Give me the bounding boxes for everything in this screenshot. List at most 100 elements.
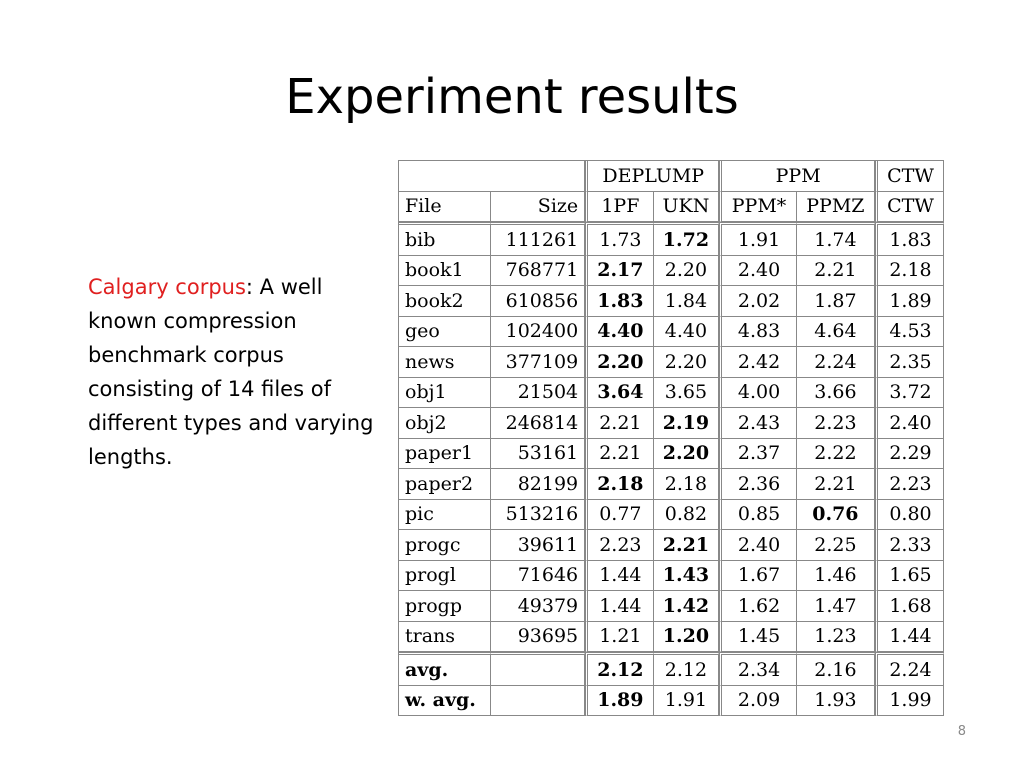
table-row: paper1 53161 2.21 2.20 2.37 2.22 2.29: [399, 438, 944, 469]
cell-ctw: 1.99: [875, 685, 944, 716]
cell-size: 246814: [491, 408, 586, 439]
cell-file: news: [399, 347, 492, 378]
table-row: trans 93695 1.21 1.20 1.45 1.23 1.44: [399, 621, 944, 652]
cell-ppmstar: 1.67: [719, 560, 797, 591]
cell-1pf: 1.83: [585, 286, 654, 317]
cell-ctw: 2.24: [875, 652, 944, 686]
cell-size: [491, 652, 586, 686]
cell-ctw: 1.89: [875, 286, 944, 317]
cell-ppmstar: 2.34: [719, 652, 797, 686]
cell-ppmstar: 4.00: [719, 377, 797, 408]
cell-ppmstar: 1.91: [719, 222, 797, 256]
cell-size: 71646: [491, 560, 586, 591]
cell-1pf: 2.23: [585, 530, 654, 561]
cell-ukn: 2.20: [653, 347, 720, 378]
cell-ppmstar: 2.02: [719, 286, 797, 317]
cell-ukn: 3.65: [653, 377, 720, 408]
summary-row: avg. 2.12 2.12 2.34 2.16 2.24: [399, 652, 944, 686]
cell-ctw: 0.80: [875, 499, 944, 530]
cell-ppmstar: 2.09: [719, 685, 797, 716]
cell-1pf: 1.89: [585, 685, 654, 716]
table-row: book2 610856 1.83 1.84 2.02 1.87 1.89: [399, 286, 944, 317]
cell-file: bib: [399, 222, 492, 256]
cell-ppmz: 2.25: [796, 530, 876, 561]
corpus-name: Calgary corpus: [88, 275, 246, 299]
cell-ppmstar: 2.36: [719, 469, 797, 500]
col-header-size: Size: [491, 191, 586, 222]
cell-ppmz: 2.24: [796, 347, 876, 378]
cell-ctw: 1.44: [875, 621, 944, 652]
cell-ctw: 2.33: [875, 530, 944, 561]
cell-ukn: 1.84: [653, 286, 720, 317]
results-table: DEPLUMP PPM CTW File Size 1PF UKN PPM* P…: [398, 160, 944, 716]
summary-row: w. avg. 1.89 1.91 2.09 1.93 1.99: [399, 685, 944, 716]
col-header-ukn: UKN: [653, 191, 720, 222]
cell-ukn: 0.82: [653, 499, 720, 530]
cell-file: book1: [399, 255, 492, 286]
cell-ppmstar: 2.40: [719, 255, 797, 286]
cell-ukn: 2.20: [653, 255, 720, 286]
cell-ctw: 2.18: [875, 255, 944, 286]
slide-number: 8: [957, 724, 966, 739]
group-header-row: DEPLUMP PPM CTW: [399, 161, 944, 192]
cell-file: paper1: [399, 438, 492, 469]
cell-ppmz: 1.93: [796, 685, 876, 716]
cell-size: 49379: [491, 591, 586, 622]
table-row: progp 49379 1.44 1.42 1.62 1.47 1.68: [399, 591, 944, 622]
cell-ppmstar: 2.43: [719, 408, 797, 439]
cell-1pf: 1.44: [585, 560, 654, 591]
cell-ctw: 2.35: [875, 347, 944, 378]
cell-file: w. avg.: [399, 685, 492, 716]
cell-file: progp: [399, 591, 492, 622]
table-row: progl 71646 1.44 1.43 1.67 1.46 1.65: [399, 560, 944, 591]
cell-size: 82199: [491, 469, 586, 500]
cell-ctw: 2.29: [875, 438, 944, 469]
cell-ppmz: 0.76: [796, 499, 876, 530]
cell-ppmz: 1.23: [796, 621, 876, 652]
group-header-ppm: PPM: [719, 161, 876, 192]
cell-size: 513216: [491, 499, 586, 530]
cell-ctw: 4.53: [875, 316, 944, 347]
cell-ppmz: 4.64: [796, 316, 876, 347]
table-row: obj2 246814 2.21 2.19 2.43 2.23 2.40: [399, 408, 944, 439]
cell-file: paper2: [399, 469, 492, 500]
cell-ctw: 1.65: [875, 560, 944, 591]
col-header-ppmstar: PPM*: [719, 191, 797, 222]
cell-ppmz: 1.87: [796, 286, 876, 317]
cell-ppmz: 2.21: [796, 255, 876, 286]
table-row: news 377109 2.20 2.20 2.42 2.24 2.35: [399, 347, 944, 378]
cell-ukn: 2.18: [653, 469, 720, 500]
cell-size: 768771: [491, 255, 586, 286]
table-row: book1 768771 2.17 2.20 2.40 2.21 2.18: [399, 255, 944, 286]
group-header-ctw: CTW: [875, 161, 944, 192]
col-header-ppmz: PPMZ: [796, 191, 876, 222]
cell-size: 93695: [491, 621, 586, 652]
col-header-ctw: CTW: [875, 191, 944, 222]
cell-1pf: 2.21: [585, 438, 654, 469]
cell-file: avg.: [399, 652, 492, 686]
results-table-container: DEPLUMP PPM CTW File Size 1PF UKN PPM* P…: [398, 160, 944, 716]
cell-1pf: 1.44: [585, 591, 654, 622]
cell-ctw: 1.83: [875, 222, 944, 256]
table-row: paper2 82199 2.18 2.18 2.36 2.21 2.23: [399, 469, 944, 500]
table-row: bib 111261 1.73 1.72 1.91 1.74 1.83: [399, 222, 944, 256]
cell-ppmz: 2.22: [796, 438, 876, 469]
cell-ctw: 1.68: [875, 591, 944, 622]
cell-1pf: 1.73: [585, 222, 654, 256]
cell-size: 610856: [491, 286, 586, 317]
cell-size: 53161: [491, 438, 586, 469]
col-header-1pf: 1PF: [585, 191, 654, 222]
table-body: bib 111261 1.73 1.72 1.91 1.74 1.83 book1 768771…: [399, 222, 944, 652]
cell-ukn: 2.12: [653, 652, 720, 686]
cell-ppmstar: 2.40: [719, 530, 797, 561]
cell-ukn: 2.20: [653, 438, 720, 469]
table-row: obj1 21504 3.64 3.65 4.00 3.66 3.72: [399, 377, 944, 408]
cell-1pf: 2.12: [585, 652, 654, 686]
cell-size: [491, 685, 586, 716]
cell-1pf: 2.21: [585, 408, 654, 439]
slide-description: Calgary corpus: A well known compression…: [88, 270, 378, 474]
corpus-description: : A well known compression benchmark cor…: [88, 275, 374, 469]
cell-ppmstar: 1.45: [719, 621, 797, 652]
table-row: geo 102400 4.40 4.40 4.83 4.64 4.53: [399, 316, 944, 347]
cell-size: 102400: [491, 316, 586, 347]
